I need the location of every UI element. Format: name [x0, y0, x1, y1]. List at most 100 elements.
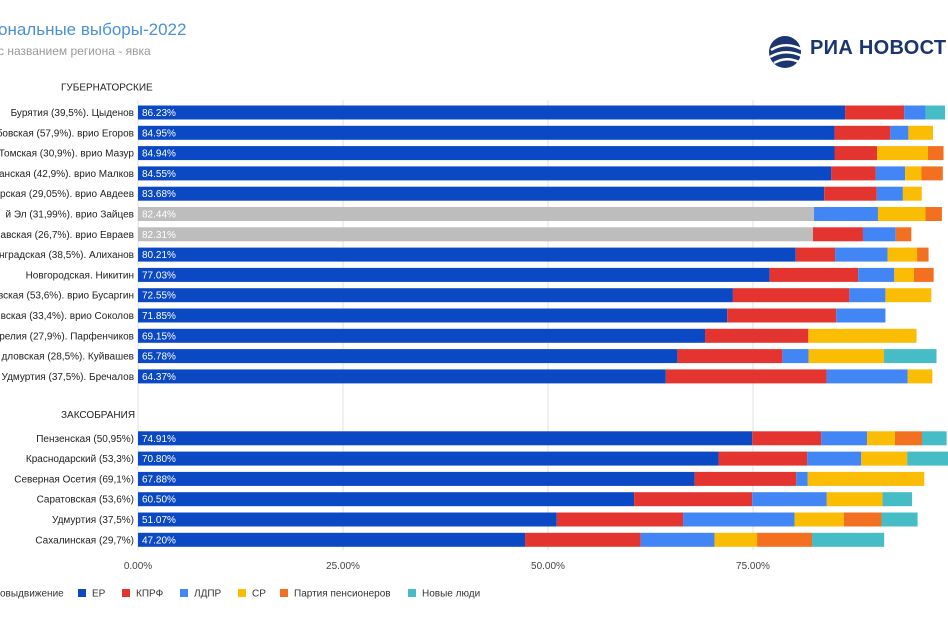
data-label: 72.55% [142, 291, 176, 302]
bar-segment [138, 267, 770, 282]
legend-label: СР [252, 589, 266, 600]
data-label: 82.44% [142, 210, 176, 221]
legend-label: овыдвижение [0, 589, 64, 600]
row-label: Саратовская (53,6%) [37, 495, 134, 506]
bar-segment [795, 247, 836, 262]
legend-label: КПРФ [136, 589, 164, 600]
bar-segment [913, 267, 934, 282]
legend-label: Новые люди [422, 589, 480, 600]
bar-segment [683, 512, 795, 527]
bar-segment [867, 431, 895, 446]
bar-segment [138, 349, 678, 364]
legend-swatch [408, 589, 416, 597]
logo-text: РИА НОВОСТ [810, 37, 947, 59]
bar-segment [694, 471, 797, 486]
bar-segment [814, 207, 878, 221]
bar-segment [834, 125, 891, 140]
bar-segment [138, 471, 695, 486]
bar-segment [796, 471, 808, 486]
bar-segment [640, 532, 715, 547]
bar-segment [894, 431, 923, 446]
bar-segment [138, 105, 846, 120]
row-label: бовская (57,9%). врио Егоров [0, 127, 134, 139]
bar-segment [138, 247, 796, 262]
bar-segment [887, 247, 918, 262]
data-label: 84.94% [142, 149, 176, 160]
bar-segment [927, 146, 944, 161]
row-label: Удмуртия (37,5%). Бречалов [2, 372, 135, 383]
legend-swatch [238, 589, 246, 597]
bar-segment [904, 105, 926, 120]
data-label: 67.88% [142, 474, 176, 485]
bar-segment [843, 512, 882, 527]
data-label: 74.91% [142, 434, 176, 445]
bar-segment [138, 186, 825, 201]
bar-segment [876, 186, 903, 201]
row-label: Пензенская (50,95%) [36, 434, 134, 445]
row-label: авская (26,7%). врио Евраев [1, 230, 134, 241]
bar-segment [907, 369, 933, 384]
bar-segment [525, 532, 641, 547]
bar-segment [752, 492, 827, 507]
data-label: 69.15% [142, 331, 176, 342]
row-label: Томская (30,9%). врио Мазур [0, 149, 134, 160]
legend-swatch [122, 589, 130, 597]
legend-label: ЛДПР [194, 589, 222, 600]
legend-swatch [280, 589, 288, 597]
bar-segment [925, 207, 942, 221]
row-label: й Эл (31,99%). врио Зайцев [6, 210, 134, 221]
data-label: 80.21% [142, 250, 176, 261]
row-label: Удмуртия (37,5%) [52, 515, 134, 526]
group-heading: ГУБЕРНАТОРСКИЕ [61, 83, 153, 94]
row-label: Бурятия (39,5%). Цыденов [11, 108, 134, 119]
bar-segment [884, 349, 937, 364]
bar-segment [821, 431, 868, 446]
data-label: 86.23% [142, 108, 176, 119]
row-label: Сахалинская (29,7%) [35, 535, 134, 546]
bar-segment [826, 369, 908, 384]
bar-segment [138, 146, 835, 161]
row-label: анская (42,9%). врио Малков [0, 169, 134, 180]
bar-segment [905, 166, 922, 181]
bar-segment [849, 288, 886, 303]
bar-segment [907, 451, 948, 466]
bar-segment [807, 471, 925, 486]
bar-segment [826, 492, 883, 507]
data-label: 77.03% [142, 270, 176, 281]
bar-segment [752, 431, 822, 446]
bar-segment [861, 451, 908, 466]
row-label: нградская (38,5%). Алиханов [0, 250, 134, 261]
x-tick-label: 25.00% [326, 561, 360, 572]
bar-segment [677, 349, 783, 364]
row-label: рская (29,05%). врио Авдеев [0, 189, 134, 200]
bar-segment [138, 227, 813, 242]
bar-segment [834, 146, 878, 161]
bar-segment [138, 166, 832, 181]
bar-segment [138, 125, 835, 140]
bar-segment [902, 186, 922, 201]
data-label: 82.31% [142, 230, 176, 241]
data-label: 70.80% [142, 454, 176, 465]
bar-segment [824, 186, 877, 201]
bar-segment [812, 227, 863, 242]
bar-segment [894, 267, 914, 282]
bar-segment [556, 512, 684, 527]
bar-segment [705, 328, 809, 343]
bar-segment [138, 288, 733, 303]
x-tick-label: 50.00% [531, 561, 565, 572]
bar-segment [138, 512, 557, 527]
group-heading: ЗАКСОБРАНИЯ [61, 410, 135, 421]
bar-segment [808, 328, 917, 343]
bar-segment [718, 451, 808, 466]
row-label: вская (53,6%). врио Бусаргин [0, 291, 134, 302]
row-label: Краснодарский (53,3%) [26, 454, 134, 465]
bar-segment [908, 125, 933, 140]
bar-segment [807, 451, 862, 466]
data-label: 84.55% [142, 169, 176, 180]
ria-globe-icon [769, 36, 803, 68]
data-label: 83.68% [142, 189, 176, 200]
bar-segment [877, 146, 928, 161]
bar-segment [890, 125, 909, 140]
bar-segment [138, 328, 706, 343]
